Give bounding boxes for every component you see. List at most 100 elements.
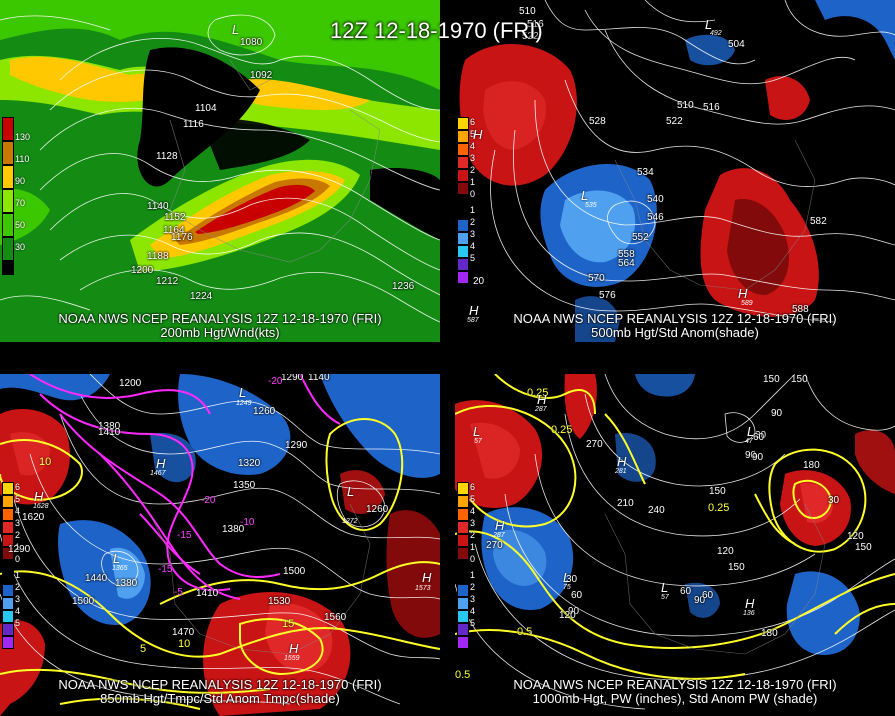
legend-swatch (457, 169, 469, 182)
contour-label: 150 (763, 374, 780, 385)
contour-label: 90 (694, 595, 706, 606)
contour-label: 1164 (163, 225, 185, 236)
legend-label: 3 (15, 518, 21, 528)
high-value: 281 (615, 468, 627, 475)
legend-swatch (457, 495, 469, 508)
contour-label: 1350 (233, 480, 256, 491)
pw-contour-label: 0.5 (455, 669, 471, 681)
legend-label: 5 (470, 494, 476, 504)
high-marker: H (473, 127, 483, 142)
contour-label: 150 (791, 374, 808, 385)
low-marker: L (705, 17, 713, 32)
legend-swatch (2, 165, 14, 189)
legend-label: 2 (15, 530, 21, 540)
contour-label: 1410 (98, 427, 121, 438)
temp-contour-label: 15 (282, 618, 295, 630)
contour-label: 1560 (324, 612, 347, 623)
caption-source: NOAA NWS NCEP REANALYSIS 12Z 12-18-1970 … (58, 677, 382, 692)
legend-swatch (2, 189, 14, 213)
high-marker: H (537, 392, 547, 407)
pw-contour-label: 0.25 (527, 387, 549, 399)
caption-500mb: NOAA NWS NCEP REANALYSIS 12Z 12-18-1970 … (455, 312, 895, 340)
legend-label: 1 (15, 570, 21, 580)
contour-label: 540 (647, 194, 664, 205)
contour-label: 1380 (115, 578, 138, 589)
legend-label: 6 (15, 482, 21, 492)
contour-label: 180 (761, 628, 778, 639)
high-marker: H (289, 641, 299, 656)
low-marker: L (473, 424, 481, 439)
high-marker: H (495, 518, 505, 533)
high-value: 589 (741, 300, 753, 307)
contour-label: 510 (677, 100, 694, 111)
legend-swatch (2, 584, 14, 597)
legend-swatch (2, 597, 14, 610)
contour-label: 240 (648, 505, 665, 516)
contour-label: 1176 (171, 232, 193, 243)
contour-label: 516 (527, 19, 544, 30)
legend-label: 5 (15, 618, 21, 628)
contour-label: 60 (571, 590, 583, 601)
high-value: 287 (493, 532, 505, 539)
caption-source: NOAA NWS NCEP REANALYSIS 12Z 12-18-1970 … (513, 677, 837, 692)
legend-swatch (457, 182, 469, 195)
legend-label: 50 (15, 220, 26, 230)
legend-swatch (2, 521, 14, 534)
legend-swatch (457, 245, 469, 258)
panel-500mb: 6 5 4 3 2 1 0 1 2 3 4 5 510 516 522 504 … (455, 0, 895, 342)
contour-label: 1260 (366, 504, 389, 515)
high-value: 136 (743, 610, 755, 617)
contour-label: 1410 (196, 588, 219, 599)
legend-label: 110 (15, 154, 30, 164)
low-value: 47 (745, 438, 753, 445)
legend-label: 0 (470, 189, 476, 199)
pw-contour-label: 0.25 (708, 502, 730, 514)
legend-swatch (457, 130, 469, 143)
legend-label: 4 (470, 606, 476, 616)
contour-label: 120 (559, 610, 576, 621)
contour-label: 20 (473, 276, 485, 287)
contour-label: 1080 (240, 37, 263, 48)
legend-swatch (457, 560, 469, 584)
low-value: 535 (585, 202, 597, 209)
contour-label: 558 (618, 249, 635, 260)
low-value: 57 (474, 438, 482, 445)
legend-swatch (2, 508, 14, 521)
contour-label: 510 (519, 6, 536, 17)
caption-product: 1000mb Hgt, PW (inches), Std Anom PW (sh… (532, 691, 818, 706)
legend-label: 3 (470, 153, 476, 163)
contour-label: 1140 (308, 374, 330, 383)
contour-label: 60 (702, 590, 714, 601)
legend-swatch (2, 141, 14, 165)
legend-swatch (457, 219, 469, 232)
contour-label: 564 (618, 258, 635, 269)
temp-contour-label: 5 (140, 643, 147, 655)
legend-label: 4 (15, 506, 21, 516)
low-marker: L (747, 424, 755, 439)
contour-label: 1104 (195, 103, 217, 114)
legend-swatch (457, 117, 469, 130)
legend-200mb: 130 110 90 70 50 30 (2, 117, 30, 275)
legend-label: 30 (15, 242, 26, 252)
legend-label: 5 (15, 494, 21, 504)
low-marker: L (563, 570, 571, 585)
contour-label: 270 (486, 540, 503, 551)
contour-label: 60 (753, 432, 765, 443)
contour-label: 1620 (22, 512, 45, 523)
legend-label: 6 (470, 482, 476, 492)
contour-label: 30 (828, 495, 840, 506)
low-marker: L (113, 551, 121, 566)
legend-swatch (2, 237, 14, 261)
high-value: 1573 (415, 585, 431, 592)
legend-label: 1 (470, 205, 476, 215)
low-value: 1249 (236, 400, 252, 407)
high-value: 1559 (284, 655, 300, 662)
contour-label: 150 (855, 542, 872, 553)
contour-label: 210 (617, 498, 634, 509)
high-value: 287 (535, 406, 547, 413)
map-500mb (455, 0, 895, 342)
legend-label: 6 (470, 117, 476, 127)
contour-label: 1380 (222, 524, 245, 535)
high-marker: H (617, 454, 627, 469)
contour-label: 1500 (283, 566, 306, 577)
